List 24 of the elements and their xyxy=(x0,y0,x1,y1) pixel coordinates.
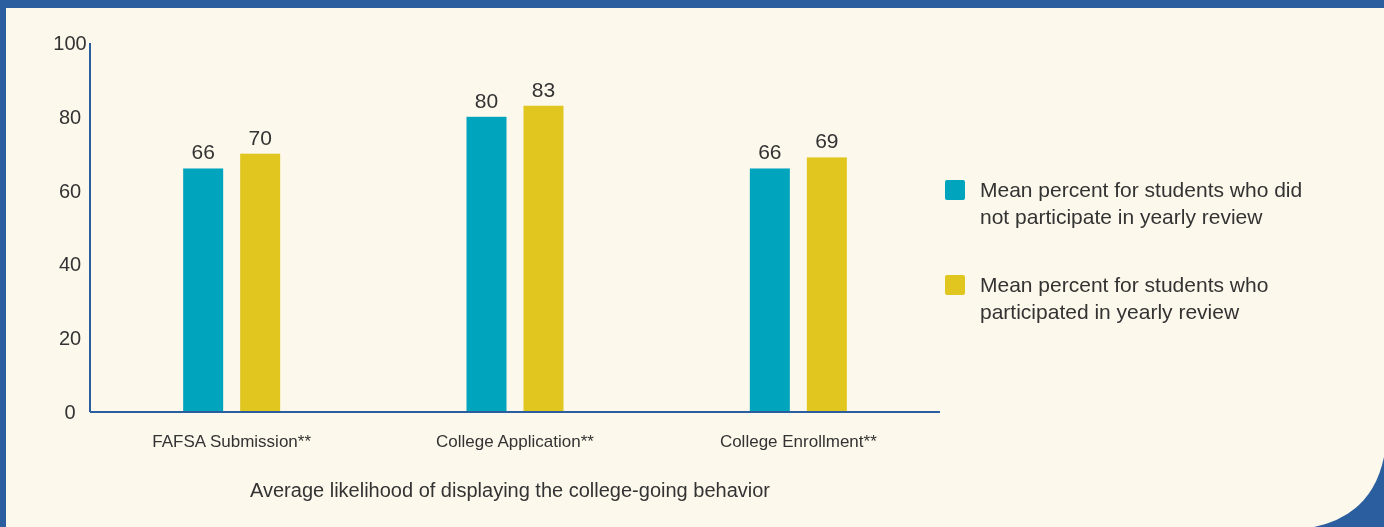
y-tick-label: 80 xyxy=(58,105,82,128)
x-tick-label: College Enrollment** xyxy=(719,432,878,451)
y-tick-label: 60 xyxy=(58,179,82,202)
data-label: 66 xyxy=(758,140,782,164)
legend-label: Mean percent for students who participated in yearly review xyxy=(980,273,1269,323)
x-axis-title: Average likelihood of displaying the college-going behavior xyxy=(250,479,771,501)
bar xyxy=(806,157,847,412)
data-label: 66 xyxy=(191,140,215,164)
data-label: 70 xyxy=(248,125,272,149)
y-tick-label: 100 xyxy=(53,32,87,54)
bar xyxy=(523,105,564,412)
data-label: 80 xyxy=(474,88,499,112)
x-tick-label: FAFSA Submission** xyxy=(152,432,312,451)
y-tick-label: 40 xyxy=(58,253,82,276)
y-tick-label: 0 xyxy=(64,401,76,423)
y-tick-label: 20 xyxy=(58,327,82,350)
bar xyxy=(749,168,790,412)
data-label: 83 xyxy=(531,77,556,101)
bar xyxy=(183,168,224,412)
bar xyxy=(240,153,281,412)
legend-label: Mean percent for students who did not participate in yearly review xyxy=(980,178,1303,228)
x-tick-label: College Application** xyxy=(436,432,595,451)
data-label: 69 xyxy=(815,129,839,153)
bar xyxy=(466,116,507,412)
